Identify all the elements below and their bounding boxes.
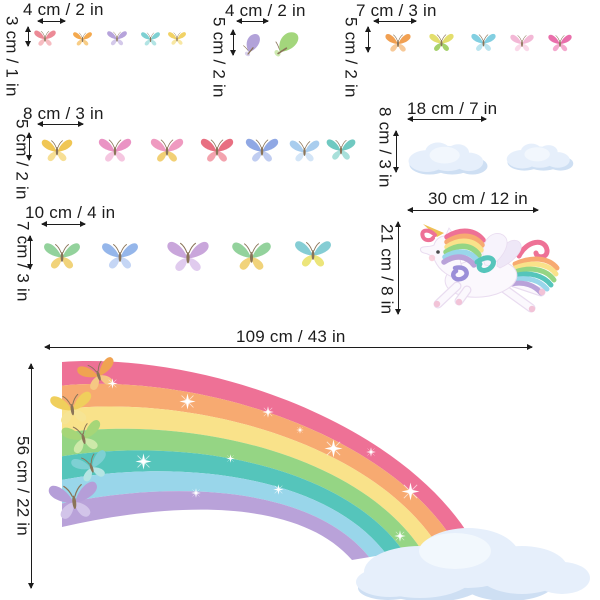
height-arrow-butterflies-side [230,29,236,56]
width-arrow-rainbow [44,344,533,350]
height-arrow-clouds [393,130,399,173]
height-arrow-rainbow [28,363,34,589]
butterfly-sticker [384,31,412,53]
height-arrow-butterflies-10cm [27,235,33,270]
width-label-butterflies-side: 4 cm / 2 in [225,1,306,20]
sparkle-decal [366,447,376,457]
height-label-butterflies-8cm: 5 cm / 2 in [12,119,32,200]
rainbow-band-6 [62,491,370,560]
unicorn-horn [423,224,444,237]
height-arrow-butterflies-7cm [365,26,371,53]
unicorn-hooves [433,288,546,313]
butterfly-sticker [33,28,57,47]
height-label-clouds: 8 cm / 3 in [375,107,395,188]
height-arrow-butterflies-small [25,26,31,47]
butterfly-side-sticker [272,27,306,61]
height-label-butterflies-side: 5 cm / 2 in [209,17,229,98]
sparkle-decal [296,426,304,434]
height-label-rainbow: 56 cm / 22 in [13,436,33,536]
butterfly-sticker [149,135,185,164]
width-label-clouds: 18 cm / 7 in [407,99,498,118]
butterfly-sticker [244,135,280,164]
rainbow-band-3 [62,428,421,552]
width-label-butterflies-small: 4 cm / 2 in [23,0,104,19]
sparkle-decal [107,378,118,389]
sparkle-decal [191,488,201,498]
butterfly-sticker [547,32,573,53]
width-label-butterflies-7cm: 7 cm / 3 in [356,1,437,20]
height-arrow-unicorn [395,221,401,315]
butterfly-sticker [42,239,82,271]
sparkle-decal [394,530,406,542]
height-arrow-butterflies-8cm [26,132,32,161]
width-arrow-clouds [407,116,487,122]
butterfly-sticker [288,137,321,163]
cloud-sticker [501,138,579,172]
width-label-butterflies-10cm: 10 cm / 4 in [25,203,116,222]
butterfly-sticker [470,31,497,53]
sparkle-decal [273,484,284,495]
sparkle-decal [135,453,152,470]
butterfly-sticker [40,136,74,163]
sparkle-decal [324,439,343,458]
width-arrow-butterflies-side [236,18,269,24]
rainbow-band-5 [62,471,387,558]
width-arrow-unicorn [407,207,539,213]
height-label-butterflies-small: 3 cm / 1 in [2,16,22,97]
unicorn-eye [436,250,440,254]
butterfly-sticker [97,135,133,164]
rainbow-end-cloud [356,528,590,600]
butterfly-sticker [230,238,273,272]
width-label-rainbow: 109 cm / 43 in [236,327,346,346]
height-label-butterflies-7cm: 5 cm / 2 in [341,17,361,98]
rainbow-band-2 [62,406,438,549]
rainbow-bands [62,361,472,560]
height-label-butterflies-10cm: 7 cm / 3 in [13,221,33,302]
rainbow-band-1 [62,383,455,546]
cloud-sticker [406,135,490,177]
butterfly-sticker [199,135,235,164]
sparkle-decal [401,482,420,501]
butterfly-sticker [509,32,535,53]
width-label-unicorn: 30 cm / 12 in [428,189,528,208]
sparkle-decal [262,406,274,418]
width-arrow-butterflies-7cm [373,18,417,24]
height-label-unicorn: 21 cm / 8 in [377,224,397,315]
butterfly-sticker [100,239,140,271]
butterfly-sticker [140,30,161,47]
width-label-butterflies-8cm: 8 cm / 3 in [23,104,104,123]
butterfly-sticker [45,476,103,525]
butterfly-sticker [167,30,187,46]
width-arrow-butterflies-8cm [37,121,84,127]
butterfly-sticker [165,237,211,274]
width-arrow-butterflies-10cm [41,221,86,227]
sparkle-decal [179,393,196,410]
butterfly-sticker [325,136,357,162]
sparkle-decal [226,454,235,463]
unicorn-sticker [420,224,560,313]
width-arrow-butterflies-small [37,18,66,24]
butterfly-sticker [106,29,128,47]
butterfly-sticker [72,30,93,47]
butterfly-sticker [428,31,455,53]
butterfly-sticker [293,237,333,269]
butterfly-side-sticker [240,30,268,58]
